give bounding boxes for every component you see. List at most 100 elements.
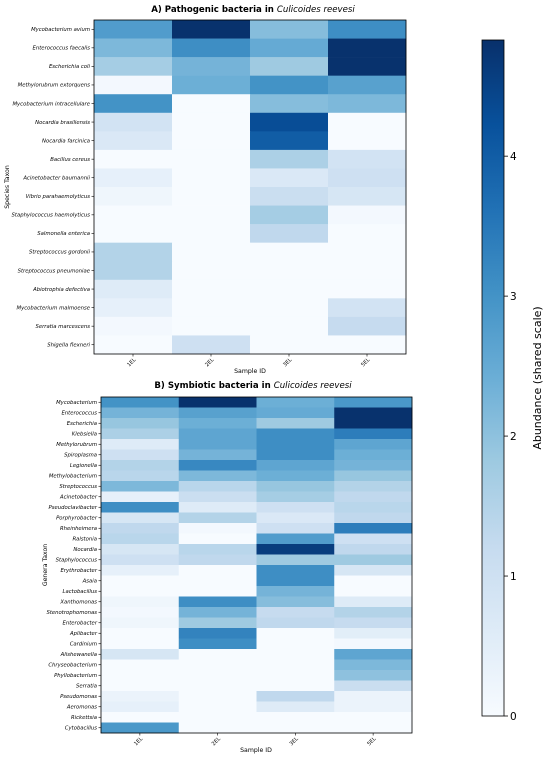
y-tick-label: Rheinheimera: [60, 526, 97, 532]
heatmap-cell: [94, 149, 173, 169]
y-tick-label: Spiroplasma: [64, 453, 97, 459]
heatmap-cell: [178, 533, 257, 545]
y-tick-label: Abiotrophia defectiva: [32, 287, 90, 293]
heatmap-cell: [94, 20, 173, 39]
heatmap-cell: [256, 649, 335, 660]
heatmap-cell: [334, 638, 413, 650]
heatmap-cell: [101, 659, 180, 671]
heatmap-cell: [101, 502, 180, 513]
heatmap-cell: [101, 512, 180, 524]
y-tick-label: Nocardia brasiliensis: [35, 120, 90, 126]
heatmap-panel-b: B) Symbiotic bacteria in Culicoides reev…: [42, 381, 413, 754]
heatmap-cell: [178, 418, 257, 429]
heatmap-cell: [256, 586, 335, 597]
heatmap-cell: [256, 722, 335, 734]
x-tick-label: 2EL: [204, 357, 215, 368]
y-tick-label: Nocardia farcinica: [42, 138, 90, 144]
heatmap-cell: [101, 575, 180, 587]
heatmap-cell: [256, 439, 335, 450]
heatmap-cell: [178, 470, 257, 482]
heatmap-cell: [256, 680, 335, 692]
y-tick-label: Mycobacterium malmoense: [17, 305, 91, 311]
heatmap-cell: [256, 512, 335, 524]
heatmap-cell: [178, 565, 257, 576]
y-tick-labels-b: Mycobacterium Enterococcus Escherichia Kleb…: [46, 400, 101, 732]
x-tick-labels-a: 1EL 2EL 3EL 5EL: [126, 354, 371, 368]
heatmap-cell: [178, 586, 257, 597]
heatmap-cell: [334, 628, 413, 639]
heatmap-cell: [256, 428, 335, 440]
heatmap-cell: [256, 397, 335, 408]
heatmap-cell: [256, 407, 335, 419]
heatmap-cell: [101, 523, 180, 534]
heatmap-cell: [178, 607, 257, 618]
heatmap-cell: [178, 701, 257, 713]
heatmap-cell: [256, 691, 335, 702]
heatmap-cell: [250, 242, 329, 262]
heatmap-cell: [256, 449, 335, 461]
heatmap-cell: [172, 38, 251, 58]
y-tick-label: Pseudoclavibacter: [49, 505, 98, 511]
heatmap-cell: [334, 659, 413, 671]
heatmap-cell: [334, 680, 413, 692]
heatmap-cell: [256, 502, 335, 513]
heatmap-cell: [172, 242, 251, 262]
colorbar: 0 1 2 3 4 Abundance (shared scale): [481, 39, 544, 723]
heatmap-cell: [178, 722, 257, 734]
heatmap-cell: [250, 279, 329, 299]
heatmap-cell: [178, 523, 257, 534]
heatmap-cell: [172, 94, 251, 114]
heatmap-cell: [178, 460, 257, 471]
heatmap-cell: [178, 680, 257, 692]
heatmap-cell: [101, 439, 180, 450]
heatmap-cell: [256, 523, 335, 534]
heatmap-cell: [101, 470, 180, 482]
heatmap-cell: [334, 439, 413, 450]
heatmap-cell: [101, 596, 180, 608]
y-tick-label: Enterococcus: [61, 411, 97, 417]
heatmap-cell: [334, 523, 413, 534]
heatmap-cell: [256, 659, 335, 671]
y-tick-label: Aeromonas: [66, 705, 97, 711]
heatmap-cell: [178, 397, 257, 408]
plot-frame-b: [100, 396, 413, 734]
heatmap-cell: [334, 449, 413, 461]
heatmap-cell: [334, 397, 413, 408]
heatmap-cell: [334, 617, 413, 629]
y-tick-label: Methylorubrum: [56, 442, 97, 448]
heatmap-cell: [94, 131, 173, 151]
heatmap-cell: [334, 607, 413, 618]
heatmap-cell: [328, 20, 407, 39]
colorbar-tick-label: 0: [510, 711, 517, 723]
heatmap-cell: [250, 205, 329, 225]
heatmap-cell: [94, 38, 173, 58]
x-axis-label-a: Sample ID: [234, 368, 266, 375]
y-tick-label: Acinetobacter: [59, 495, 98, 501]
heatmap-cell: [94, 187, 173, 206]
heatmap-cell: [101, 638, 180, 650]
heatmap-cell: [101, 565, 180, 576]
heatmap-cell: [178, 449, 257, 461]
heatmap-cell: [256, 712, 335, 723]
heatmap-cell: [178, 512, 257, 524]
y-tick-label: Mycobacterium: [56, 400, 97, 406]
heatmap-cell: [101, 617, 180, 629]
heatmap-cell: [101, 586, 180, 597]
x-tick-labels-b: 1EL 2EL 3EL 5EL: [133, 733, 378, 747]
heatmap-cell: [256, 418, 335, 429]
heatmap-cell: [334, 712, 413, 723]
heatmap-cell: [250, 38, 329, 58]
heatmap-cell: [101, 701, 180, 713]
heatmap-cell: [178, 491, 257, 503]
heatmap-cell: [256, 491, 335, 503]
heatmap-cell: [101, 418, 180, 429]
heatmap-cell: [178, 649, 257, 660]
heatmap-cell: [250, 187, 329, 206]
heatmap-cell: [334, 502, 413, 513]
heatmap-cell: [101, 628, 180, 639]
heatmap-cell: [256, 481, 335, 492]
heatmap-cell: [101, 712, 180, 723]
y-tick-label: Rickettsia: [71, 715, 97, 721]
y-tick-label: Lactobacillus: [63, 589, 98, 595]
